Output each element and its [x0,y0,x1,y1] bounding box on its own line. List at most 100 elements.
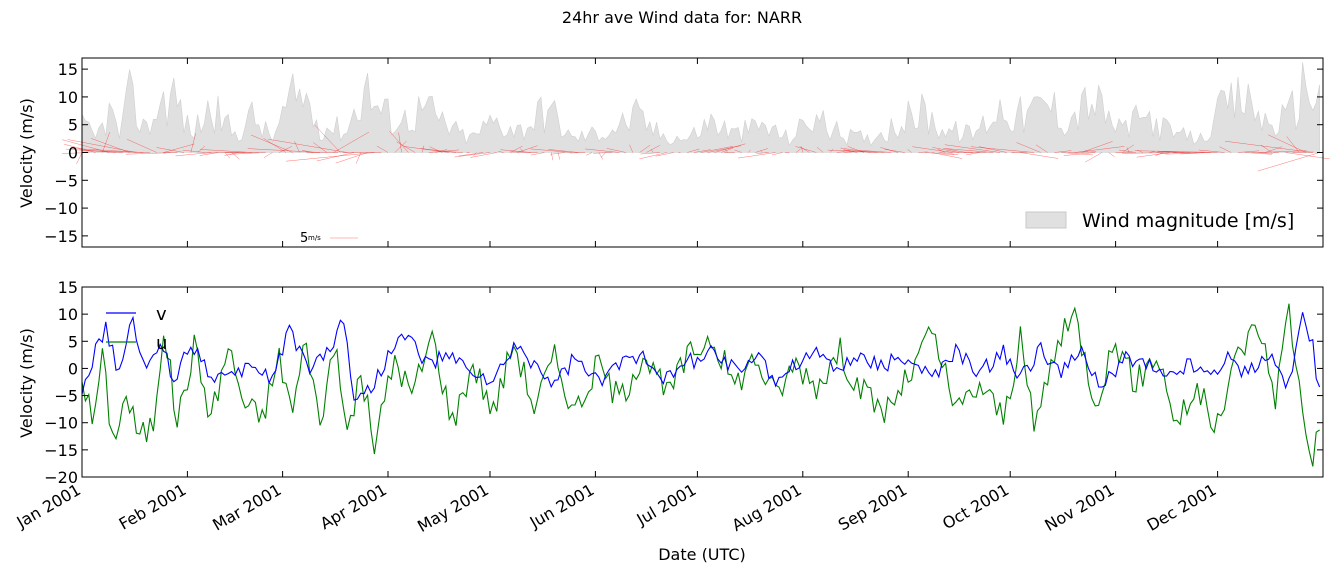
top-legend-swatch [1025,211,1067,229]
x-tick-label: May 2001 [414,480,492,536]
wind-vector [724,149,729,153]
bottom-y-tick-label: 15 [58,278,78,297]
x-tick-label: Aug 2001 [729,480,805,535]
wind-vector [1061,152,1094,156]
wind-magnitude-area [81,62,1320,153]
x-axis-label: Date (UTC) [658,545,746,564]
wind-vector [970,146,1035,153]
wind-vector [1081,141,1113,153]
top-panel: 15 10 5 0 −5 −10 −15 Velocity (m/s) 5 m/s Wind… [17,57,1330,248]
x-tick-label: Jan 2001 [13,480,84,532]
bottom-y-tick-label: 0 [68,359,78,378]
bottom-legend: v u [106,304,167,354]
wind-vector [646,145,661,153]
wind-vector [639,152,667,160]
wind-vector [263,138,287,153]
wind-vector [843,150,885,153]
wind-vector [313,142,327,153]
wind-vector [829,148,834,153]
wind-vector [978,146,1007,153]
wind-vector [1149,151,1156,153]
wind-vector [945,148,994,153]
wind-vector [655,152,674,157]
wind-vector [1267,134,1307,153]
wind-vector [1224,140,1313,153]
wind-vector [333,131,370,153]
wind-vector [316,152,355,162]
series-u-line [81,303,1320,467]
quiver-key: 5 m/s [300,231,358,246]
wind-vector [1122,152,1177,154]
wind-vector [72,148,144,153]
wind-vector [250,134,293,153]
wind-vector [190,133,196,153]
wind-vector [62,139,110,153]
wind-vector [714,143,746,153]
wind-vector [1286,136,1300,153]
wind-vector [795,146,817,153]
wind-vector [335,152,368,164]
wind-vector [1118,149,1137,153]
wind-vector [403,146,450,153]
wind-vector [1251,152,1274,154]
wind-vector [912,146,953,153]
quiver-key-value: 5 [300,231,308,246]
top-legend: Wind magnitude [m/s] [1025,210,1294,232]
wind-vector [163,143,195,153]
x-tick-label: Nov 2001 [1041,480,1117,535]
wind-vector [247,148,321,153]
wind-vector [64,143,96,153]
wind-vector [125,152,178,155]
wind-vector [1016,142,1041,153]
wind-vector [843,151,854,153]
wind-vector [314,124,341,153]
series-v-line [81,312,1321,401]
wind-vector [907,149,912,153]
bottom-y-tick-label: −5 [54,387,78,406]
wind-vector [640,152,661,155]
wind-vector [470,152,497,158]
wind-vector [285,152,375,162]
wind-vector [570,152,586,154]
wind-vector [550,152,554,161]
wind-vector [268,138,348,153]
wind-vector [1285,152,1330,160]
wind-vector [932,147,960,153]
wind-vector [126,139,157,153]
wind-vector [1198,149,1225,153]
wind-vector [1063,152,1096,156]
x-tick-label: Jun 2001 [526,480,598,532]
wind-vector [156,147,185,153]
wind-vector [629,144,634,153]
wind-vector [102,132,110,153]
wind-vector [200,149,253,153]
bottom-y-tick-label: 10 [58,305,78,324]
wind-vector [355,152,362,164]
wind-vector [444,151,463,153]
x-tick-label: Oct 2001 [939,480,1012,533]
wind-vector [106,151,151,153]
wind-vector [827,149,878,153]
wind-vector [693,149,711,153]
wind-vector [585,148,620,153]
wind-vector [454,152,491,158]
wind-vector [859,150,892,153]
top-legend-label: Wind magnitude [m/s] [1082,210,1294,232]
wind-vector [1265,146,1283,153]
wind-vector [737,152,776,159]
wind-vector [67,139,137,153]
wind-vector [836,151,845,153]
wind-vector [918,151,928,153]
wind-vector [816,146,824,153]
wind-vector [182,149,205,153]
wind-vector [224,152,231,159]
top-y-tick-label: −10 [44,199,78,218]
wind-vector [79,149,123,153]
chart-title: 24hr ave Wind data for: NARR [562,8,802,27]
wind-vector [884,149,905,153]
wind-vector [755,148,768,153]
x-tick-label: Mar 2001 [209,480,284,534]
wind-vector [799,146,810,153]
wind-vector [593,152,613,154]
